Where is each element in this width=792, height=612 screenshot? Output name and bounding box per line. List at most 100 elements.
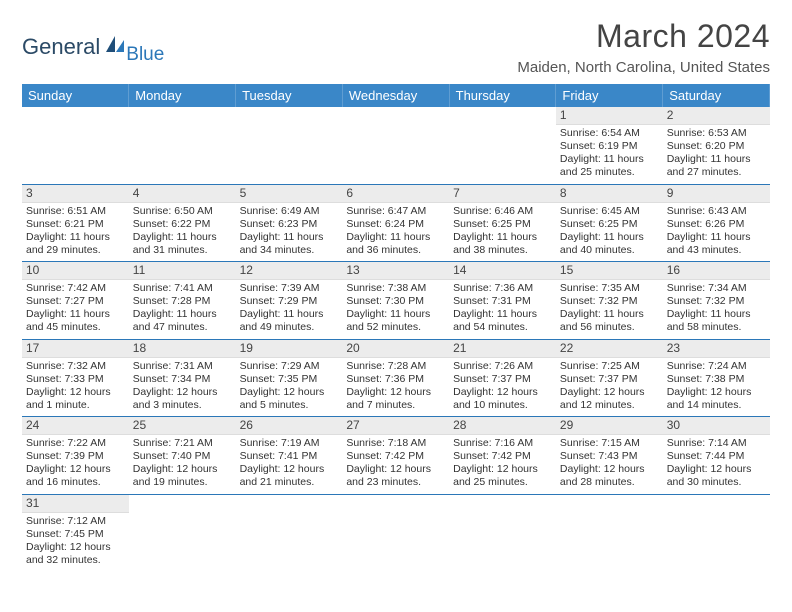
sunset-text: Sunset: 7:37 PM xyxy=(453,373,552,386)
sunrise-text: Sunrise: 6:53 AM xyxy=(667,127,766,140)
sunrise-text: Sunrise: 7:24 AM xyxy=(667,360,766,373)
day-number: 6 xyxy=(342,185,449,203)
sunrise-text: Sunrise: 7:25 AM xyxy=(560,360,659,373)
day-header: Friday xyxy=(556,84,663,107)
calendar-day-cell: 25Sunrise: 7:21 AMSunset: 7:40 PMDayligh… xyxy=(129,417,236,495)
daylight-text: Daylight: 11 hours and 27 minutes. xyxy=(667,153,766,179)
sunset-text: Sunset: 7:28 PM xyxy=(133,295,232,308)
calendar-day-cell: 9Sunrise: 6:43 AMSunset: 6:26 PMDaylight… xyxy=(663,184,770,262)
sunset-text: Sunset: 7:41 PM xyxy=(240,450,339,463)
daylight-text: Daylight: 12 hours and 32 minutes. xyxy=(26,541,125,567)
logo-word-blue: Blue xyxy=(126,28,164,66)
daylight-text: Daylight: 11 hours and 45 minutes. xyxy=(26,308,125,334)
day-number: 23 xyxy=(663,340,770,358)
page-header: General Blue March 2024 Maiden, North Ca… xyxy=(22,18,770,76)
sunrise-text: Sunrise: 7:15 AM xyxy=(560,437,659,450)
day-number: 9 xyxy=(663,185,770,203)
day-number: 29 xyxy=(556,417,663,435)
daylight-text: Daylight: 11 hours and 36 minutes. xyxy=(346,231,445,257)
day-number: 7 xyxy=(449,185,556,203)
calendar-day-cell: . xyxy=(342,107,449,184)
calendar-day-cell: 14Sunrise: 7:36 AMSunset: 7:31 PMDayligh… xyxy=(449,262,556,340)
calendar-day-cell: . xyxy=(129,107,236,184)
sunset-text: Sunset: 7:27 PM xyxy=(26,295,125,308)
calendar-day-cell: 22Sunrise: 7:25 AMSunset: 7:37 PMDayligh… xyxy=(556,339,663,417)
daylight-text: Daylight: 12 hours and 1 minute. xyxy=(26,386,125,412)
calendar-day-cell: 12Sunrise: 7:39 AMSunset: 7:29 PMDayligh… xyxy=(236,262,343,340)
daylight-text: Daylight: 11 hours and 29 minutes. xyxy=(26,231,125,257)
sunrise-text: Sunrise: 7:42 AM xyxy=(26,282,125,295)
title-block: March 2024 Maiden, North Carolina, Unite… xyxy=(517,18,770,76)
daylight-text: Daylight: 11 hours and 56 minutes. xyxy=(560,308,659,334)
sunrise-text: Sunrise: 7:22 AM xyxy=(26,437,125,450)
day-number: 15 xyxy=(556,262,663,280)
calendar-day-cell: 31 Sunrise: 7:12 AMSunset: 7:45 PMDayligh… xyxy=(22,494,129,571)
calendar-day-cell: . xyxy=(449,107,556,184)
sunset-text: Sunset: 6:25 PM xyxy=(453,218,552,231)
day-header-row: Sunday Monday Tuesday Wednesday Thursday… xyxy=(22,84,770,107)
daylight-text: Daylight: 12 hours and 3 minutes. xyxy=(133,386,232,412)
calendar-week-row: 31 Sunrise: 7:12 AMSunset: 7:45 PMDayligh… xyxy=(22,494,770,571)
sunset-text: Sunset: 7:42 PM xyxy=(453,450,552,463)
day-number: 21 xyxy=(449,340,556,358)
daylight-text: Daylight: 12 hours and 7 minutes. xyxy=(346,386,445,412)
sunrise-text: Sunrise: 7:19 AM xyxy=(240,437,339,450)
sunset-text: Sunset: 7:36 PM xyxy=(346,373,445,386)
sunset-text: Sunset: 7:39 PM xyxy=(26,450,125,463)
calendar-day-cell: 6Sunrise: 6:47 AMSunset: 6:24 PMDaylight… xyxy=(342,184,449,262)
day-number: 22 xyxy=(556,340,663,358)
sunset-text: Sunset: 7:42 PM xyxy=(346,450,445,463)
day-header: Wednesday xyxy=(342,84,449,107)
sunrise-text: Sunrise: 7:26 AM xyxy=(453,360,552,373)
sunrise-text: Sunrise: 7:29 AM xyxy=(240,360,339,373)
daylight-text: Daylight: 11 hours and 34 minutes. xyxy=(240,231,339,257)
sunset-text: Sunset: 6:22 PM xyxy=(133,218,232,231)
day-number: 11 xyxy=(129,262,236,280)
day-number: 14 xyxy=(449,262,556,280)
brand-logo: General Blue xyxy=(22,18,164,66)
sunrise-text: Sunrise: 7:36 AM xyxy=(453,282,552,295)
day-header: Monday xyxy=(129,84,236,107)
sunset-text: Sunset: 7:31 PM xyxy=(453,295,552,308)
sunrise-text: Sunrise: 6:54 AM xyxy=(560,127,659,140)
day-number: 2 xyxy=(663,107,770,125)
day-number: 31 xyxy=(22,495,129,513)
sunset-text: Sunset: 6:19 PM xyxy=(560,140,659,153)
calendar-page: General Blue March 2024 Maiden, North Ca… xyxy=(0,0,792,589)
sunset-text: Sunset: 6:23 PM xyxy=(240,218,339,231)
calendar-day-cell: . xyxy=(236,494,343,571)
sunset-text: Sunset: 7:45 PM xyxy=(26,528,125,541)
calendar-day-cell: . xyxy=(556,494,663,571)
sunset-text: Sunset: 7:32 PM xyxy=(667,295,766,308)
daylight-text: Daylight: 11 hours and 58 minutes. xyxy=(667,308,766,334)
sunset-text: Sunset: 7:33 PM xyxy=(26,373,125,386)
day-number: 12 xyxy=(236,262,343,280)
calendar-day-cell: 11Sunrise: 7:41 AMSunset: 7:28 PMDayligh… xyxy=(129,262,236,340)
sunrise-text: Sunrise: 7:16 AM xyxy=(453,437,552,450)
sunrise-text: Sunrise: 6:47 AM xyxy=(346,205,445,218)
sunset-text: Sunset: 7:35 PM xyxy=(240,373,339,386)
calendar-week-row: 24Sunrise: 7:22 AMSunset: 7:39 PMDayligh… xyxy=(22,417,770,495)
daylight-text: Daylight: 11 hours and 31 minutes. xyxy=(133,231,232,257)
sunset-text: Sunset: 7:38 PM xyxy=(667,373,766,386)
day-number: 27 xyxy=(342,417,449,435)
day-number: 26 xyxy=(236,417,343,435)
sunset-text: Sunset: 7:34 PM xyxy=(133,373,232,386)
day-number: 19 xyxy=(236,340,343,358)
calendar-week-row: 10Sunrise: 7:42 AMSunset: 7:27 PMDayligh… xyxy=(22,262,770,340)
sunrise-text: Sunrise: 7:34 AM xyxy=(667,282,766,295)
sunrise-text: Sunrise: 7:21 AM xyxy=(133,437,232,450)
calendar-day-cell: 28Sunrise: 7:16 AMSunset: 7:42 PMDayligh… xyxy=(449,417,556,495)
sunrise-text: Sunrise: 7:35 AM xyxy=(560,282,659,295)
sunset-text: Sunset: 7:32 PM xyxy=(560,295,659,308)
sunrise-text: Sunrise: 7:12 AM xyxy=(26,515,125,528)
calendar-day-cell: 26Sunrise: 7:19 AMSunset: 7:41 PMDayligh… xyxy=(236,417,343,495)
calendar-day-cell: 4Sunrise: 6:50 AMSunset: 6:22 PMDaylight… xyxy=(129,184,236,262)
calendar-day-cell: 16 Sunrise: 7:34 AMSunset: 7:32 PMDayligh… xyxy=(663,262,770,340)
day-number: 17 xyxy=(22,340,129,358)
day-number: 13 xyxy=(342,262,449,280)
calendar-day-cell: 13Sunrise: 7:38 AMSunset: 7:30 PMDayligh… xyxy=(342,262,449,340)
sunset-text: Sunset: 6:26 PM xyxy=(667,218,766,231)
day-number: 16 xyxy=(663,262,770,280)
sunrise-text: Sunrise: 7:41 AM xyxy=(133,282,232,295)
